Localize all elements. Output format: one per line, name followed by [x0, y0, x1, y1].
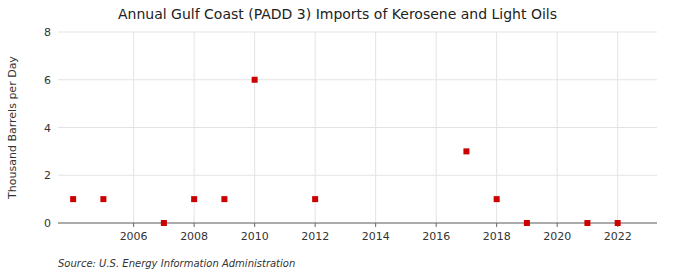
x-grid-line	[375, 32, 376, 223]
point	[463, 148, 469, 154]
x-grid-line	[194, 32, 195, 223]
x-grid-line	[133, 32, 134, 223]
x-tick-label: 2010	[241, 230, 269, 243]
y-tick-label: 6	[44, 74, 51, 87]
y-grid-line	[58, 79, 657, 80]
y-grid-line	[58, 32, 657, 33]
x-grid-line	[254, 32, 255, 223]
x-tick-label: 2014	[362, 230, 390, 243]
x-grid-line	[496, 32, 497, 223]
x-axis-line	[58, 223, 657, 224]
x-grid-line	[557, 32, 558, 223]
point	[524, 220, 530, 226]
point	[494, 196, 500, 202]
x-tick	[375, 223, 376, 227]
x-tick-label: 2016	[422, 230, 450, 243]
tick-labels: 2006 2008 2010 2012 2014 2016 2018 2020 2022 0 2 4 6…	[44, 26, 632, 243]
points	[70, 77, 621, 226]
x-grid-line	[436, 32, 437, 223]
y-tick-label: 2	[44, 169, 51, 182]
x-tick	[315, 223, 316, 227]
point	[161, 220, 167, 226]
y-tick-label: 8	[44, 26, 51, 39]
x-tick-label: 2008	[180, 230, 208, 243]
x-tick	[496, 223, 497, 227]
x-tick	[133, 223, 134, 227]
point	[615, 220, 621, 226]
point	[221, 196, 227, 202]
y-axis-label: Thousand Barrels per Day	[6, 56, 19, 200]
x-tick-label: 2020	[543, 230, 571, 243]
x-tick-label: 2018	[483, 230, 511, 243]
x-grid-line	[617, 32, 618, 223]
title: Annual Gulf Coast (PADD 3) Imports of Ke…	[118, 6, 557, 22]
y-grid-line	[58, 175, 657, 176]
point	[312, 196, 318, 202]
point	[100, 196, 106, 202]
y-tick-label: 0	[44, 217, 51, 230]
x-tick-label: 2012	[301, 230, 329, 243]
x-tick-label: 2022	[604, 230, 632, 243]
x-tick	[436, 223, 437, 227]
chart: 2006 2008 2010 2012 2014 2016 2018 2020 2022 0 2 4 6…	[0, 0, 675, 275]
y-tick-label: 4	[44, 122, 51, 135]
y-grid-line	[58, 223, 657, 224]
y-grid-line	[58, 127, 657, 128]
x-tick	[254, 223, 255, 227]
x-tick-label: 2006	[120, 230, 148, 243]
x-tick	[194, 223, 195, 227]
point	[252, 77, 258, 83]
point	[584, 220, 590, 226]
point	[191, 196, 197, 202]
grid	[58, 32, 657, 223]
point	[70, 196, 76, 202]
source-note: Source: U.S. Energy Information Administ…	[58, 258, 295, 269]
x-grid-line	[315, 32, 316, 223]
x-tick	[557, 223, 558, 227]
